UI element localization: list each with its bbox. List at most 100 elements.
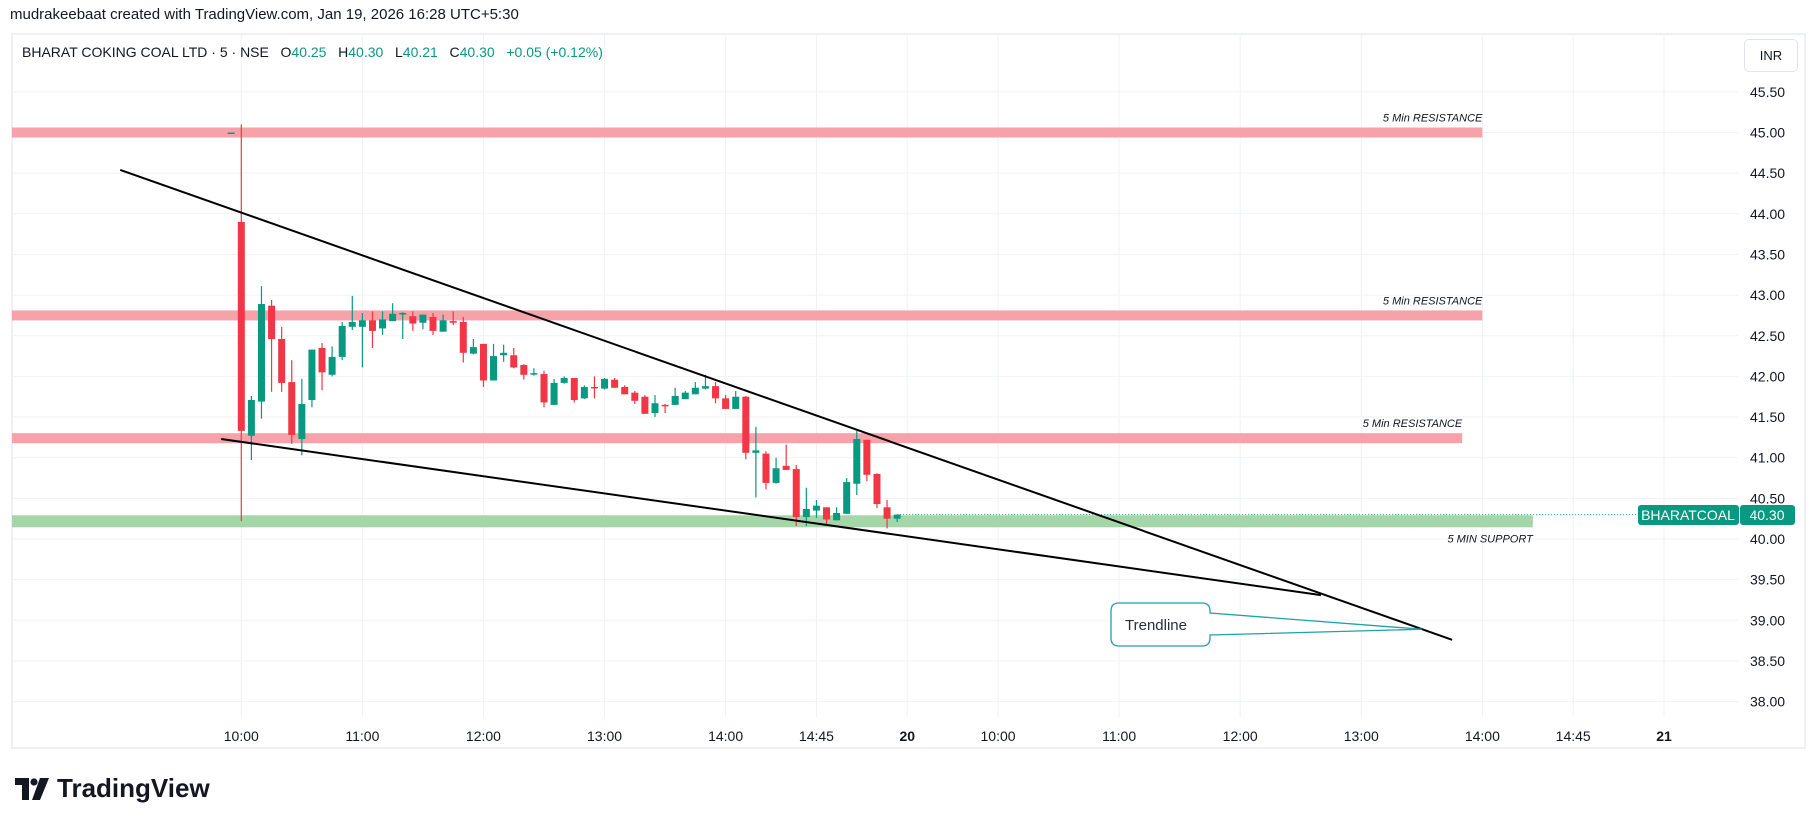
candle-body (762, 453, 770, 483)
candle-body (691, 387, 699, 395)
open-value: 40.25 (291, 44, 327, 60)
candle-body (893, 514, 901, 519)
time-tick-label: 14:00 (708, 728, 743, 744)
candle-body (701, 386, 709, 389)
candle-body (459, 321, 467, 353)
candle-body (550, 382, 558, 405)
currency-button[interactable]: INR (1744, 39, 1798, 72)
candle-body (257, 304, 265, 402)
resistance-zone-label: 5 Min RESISTANCE (1363, 418, 1463, 430)
candle-body (429, 317, 437, 331)
grid (12, 34, 1738, 717)
time-tick-label: 13:00 (587, 728, 622, 744)
candle-body (237, 221, 245, 431)
symbol-legend: BHARAT COKING COAL LTD · 5 · NSE O40.25 … (22, 44, 603, 60)
candle-body (288, 382, 296, 435)
price-tick-label: 45.00 (1750, 125, 1785, 141)
callout-shape[interactable] (1110, 602, 1422, 647)
time-tick-label: 14:45 (1556, 728, 1591, 744)
candle-body (500, 352, 508, 356)
candle-body (792, 469, 800, 518)
price-tick-label: 42.50 (1750, 328, 1785, 344)
resistance-zone (12, 433, 1463, 444)
candle-body (348, 321, 356, 327)
zones: 5 Min RESISTANCE 5 Min RESISTANCE 5 Min RE… (12, 113, 1534, 545)
change-value: +0.05 (+0.12%) (506, 44, 603, 60)
credit-line: mudrakeebaat created with TradingView.co… (10, 6, 519, 23)
symbol-title[interactable]: BHARAT COKING COAL LTD · 5 · NSE (22, 44, 269, 60)
tradingview-logo[interactable]: TradingView (15, 773, 210, 804)
candle-body (308, 349, 316, 400)
candle-body (510, 355, 518, 368)
resistance-zone-label: 5 Min RESISTANCE (1383, 295, 1483, 307)
resistance-zone-label: 5 Min RESISTANCE (1383, 113, 1483, 125)
candle-body (732, 396, 740, 409)
candle-body (358, 320, 366, 327)
candle-body (661, 404, 669, 407)
trendlines[interactable] (119, 168, 1453, 641)
candle-body (399, 312, 407, 315)
candle-body (227, 132, 235, 134)
candle-body (833, 512, 841, 521)
candle-body (742, 396, 750, 453)
candle-body (873, 473, 881, 505)
candle-body (823, 507, 831, 520)
price-tick-label: 43.00 (1750, 287, 1785, 303)
badge-price: 40.30 (1749, 507, 1784, 523)
candle-body (318, 347, 326, 373)
last-price-badge: BHARATCOAL 40.30 (1638, 505, 1795, 525)
price-tick-label: 44.00 (1750, 206, 1785, 222)
candle-body (611, 379, 619, 388)
price-tick-label: 39.00 (1750, 612, 1785, 628)
time-tick-label: 10:00 (224, 728, 259, 744)
candle-body (843, 482, 851, 514)
candle-body (520, 365, 528, 375)
candle-body (278, 339, 286, 383)
candle-body (601, 378, 609, 389)
candles (227, 124, 901, 529)
candle-body (681, 392, 689, 400)
tradingview-logo-icon (15, 777, 49, 800)
time-tick-label: 12:00 (1223, 728, 1258, 744)
candle-body (641, 396, 649, 414)
price-tick-label: 38.50 (1750, 653, 1785, 669)
time-tick-label: 14:00 (1465, 728, 1500, 744)
candle-body (590, 386, 598, 389)
price-tick-label: 43.50 (1750, 246, 1785, 262)
badge-symbol: BHARATCOAL (1641, 507, 1735, 523)
candle-body (580, 386, 588, 399)
candle-body (853, 439, 861, 484)
candle-body (490, 356, 498, 381)
price-tick-label: 38.00 (1750, 694, 1785, 710)
candle-body (752, 450, 760, 453)
candle-body (540, 373, 548, 403)
time-tick-label: 14:45 (799, 728, 834, 744)
candle-body (368, 320, 376, 331)
time-tick-label: 10:00 (981, 728, 1016, 744)
candle-body (560, 378, 568, 383)
price-tick-label: 41.00 (1750, 450, 1785, 466)
candle-body (570, 378, 578, 400)
candle-body (651, 403, 659, 413)
chart-pane-border (11, 33, 1806, 749)
time-tick-label: 11:00 (1102, 728, 1136, 744)
candle-body (712, 386, 720, 399)
candle-body (530, 373, 538, 375)
candle-body (409, 316, 417, 324)
time-tick-label: 20 (899, 728, 915, 744)
trendline-callout[interactable]: Trendline (1110, 602, 1422, 647)
price-tick-label: 42.00 (1750, 368, 1785, 384)
candle-body (863, 439, 871, 475)
price-badge (1740, 505, 1795, 525)
candle-body (469, 347, 477, 354)
candle-body (298, 404, 306, 440)
candle-body (449, 321, 457, 323)
price-axis[interactable]: 45.50 45.00 44.50 44.00 43.50 43.00 42.50 42.00… (1750, 84, 1785, 710)
candle-body (247, 399, 255, 436)
time-axis[interactable]: 10:00 11:00 12:00 13:00 14:00 14:45 20 10:00 11:… (224, 728, 1672, 744)
low-value: 40.21 (402, 44, 438, 60)
candle-body (802, 508, 810, 518)
candle-body (479, 343, 487, 381)
support-zone-label: 5 MIN SUPPORT (1447, 533, 1534, 545)
